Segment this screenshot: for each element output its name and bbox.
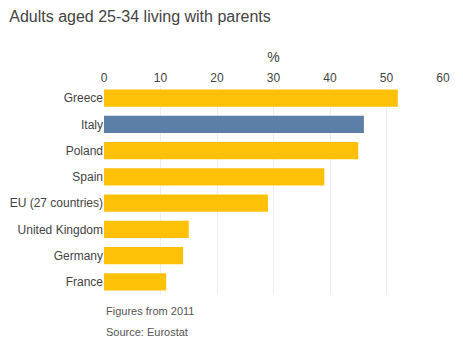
svg-text:Adults aged 25-34 living with: Adults aged 25-34 living with parents: [9, 8, 271, 25]
svg-text:Source: Eurostat: Source: Eurostat: [106, 326, 188, 338]
svg-text:Poland: Poland: [66, 144, 103, 158]
svg-text:Germany: Germany: [54, 249, 103, 263]
svg-text:60: 60: [436, 71, 450, 85]
svg-text:%: %: [267, 49, 279, 65]
svg-text:Figures from 2011: Figures from 2011: [106, 305, 194, 317]
svg-text:Greece: Greece: [64, 91, 104, 105]
svg-text:30: 30: [267, 71, 281, 85]
svg-text:United Kingdom: United Kingdom: [18, 223, 103, 237]
svg-text:Spain: Spain: [72, 170, 103, 184]
svg-text:50: 50: [380, 71, 394, 85]
svg-text:0: 0: [101, 71, 108, 85]
svg-text:10: 10: [154, 71, 168, 85]
svg-text:Italy: Italy: [81, 118, 103, 132]
svg-text:EU (27 countries): EU (27 countries): [10, 196, 103, 210]
svg-text:40: 40: [323, 71, 337, 85]
svg-text:France: France: [66, 275, 104, 289]
svg-text:20: 20: [210, 71, 224, 85]
